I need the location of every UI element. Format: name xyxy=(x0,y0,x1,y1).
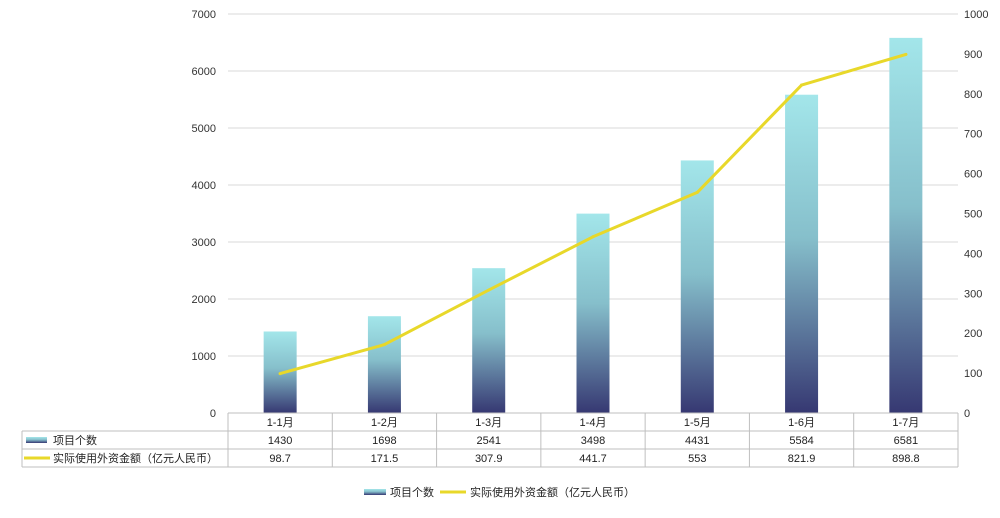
right-y-axis: 0 100 200 300 400 500 600 700 800 900 1000 xyxy=(964,9,988,420)
line-point xyxy=(278,372,282,376)
table-cell-line: 307.9 xyxy=(475,453,503,465)
line-point xyxy=(904,52,908,56)
table-key-bar xyxy=(26,437,47,443)
right-tick-label: 900 xyxy=(964,49,982,61)
left-tick-label: 3000 xyxy=(192,237,216,249)
bar xyxy=(889,37,923,414)
category-label: 1-5月 xyxy=(684,417,711,429)
left-tick-label: 1000 xyxy=(192,351,216,363)
table-cell-bar: 1430 xyxy=(268,435,292,447)
table-cell-bar: 2541 xyxy=(476,435,500,447)
left-tick-label: 4000 xyxy=(192,180,216,192)
line-point xyxy=(695,190,699,194)
right-tick-label: 300 xyxy=(964,288,982,300)
line-point xyxy=(591,235,595,239)
bar xyxy=(576,213,610,413)
table-row-label-line: 实际使用外资金额（亿元人民币） xyxy=(53,451,218,465)
table-cell-bar: 5584 xyxy=(789,435,813,447)
table-cell-bar: 4431 xyxy=(685,435,709,447)
legend: 项目个数 实际使用外资金额（亿元人民币） xyxy=(364,485,635,499)
table-cell-line: 171.5 xyxy=(371,453,399,465)
legend-key-bar xyxy=(364,489,386,495)
left-tick-label: 0 xyxy=(210,408,216,420)
right-tick-label: 800 xyxy=(964,89,982,101)
table-cell-line: 441.7 xyxy=(579,453,607,465)
legend-label-bar: 项目个数 xyxy=(390,486,434,499)
table-cell-line: 98.7 xyxy=(269,453,290,465)
bar-series xyxy=(263,37,923,414)
right-tick-label: 200 xyxy=(964,328,982,340)
table-cell-bar: 3498 xyxy=(581,435,605,447)
table-cell-line: 553 xyxy=(688,453,706,465)
category-label: 1-6月 xyxy=(788,417,815,429)
category-label: 1-3月 xyxy=(475,417,502,429)
bar xyxy=(472,268,506,413)
left-tick-label: 7000 xyxy=(192,9,216,21)
category-label: 1-7月 xyxy=(892,417,919,429)
table-cell-line: 898.8 xyxy=(892,453,920,465)
bar xyxy=(680,160,714,413)
right-tick-label: 600 xyxy=(964,169,982,181)
left-tick-label: 6000 xyxy=(192,66,216,78)
table-cell-bar: 1698 xyxy=(372,435,396,447)
bar xyxy=(785,94,819,413)
line-series xyxy=(278,52,908,376)
left-tick-label: 2000 xyxy=(192,294,216,306)
bar xyxy=(367,316,401,413)
table-cell-line: 821.9 xyxy=(788,453,816,465)
data-table: 1-1月 1430 98.7 1-2月 1698 171.5 1-3月 2541 307.9 1-… xyxy=(21,412,959,468)
right-tick-label: 500 xyxy=(964,209,982,221)
table-cell-bar: 6581 xyxy=(894,435,918,447)
category-label: 1-4月 xyxy=(580,417,607,429)
line-point xyxy=(487,288,491,292)
left-y-axis: 0 1000 2000 3000 4000 5000 6000 7000 xyxy=(192,9,216,420)
category-label: 1-1月 xyxy=(267,417,294,429)
right-tick-label: 700 xyxy=(964,129,982,141)
right-tick-label: 1000 xyxy=(964,9,988,21)
left-tick-label: 5000 xyxy=(192,123,216,135)
right-tick-label: 100 xyxy=(964,368,982,380)
category-label: 1-2月 xyxy=(371,417,398,429)
line-point xyxy=(382,343,386,347)
legend-label-line: 实际使用外资金额（亿元人民币） xyxy=(470,485,635,499)
right-tick-label: 400 xyxy=(964,248,982,260)
line-point xyxy=(800,83,804,87)
table-row-label-bar: 项目个数 xyxy=(53,434,97,447)
right-tick-label: 0 xyxy=(964,408,970,420)
